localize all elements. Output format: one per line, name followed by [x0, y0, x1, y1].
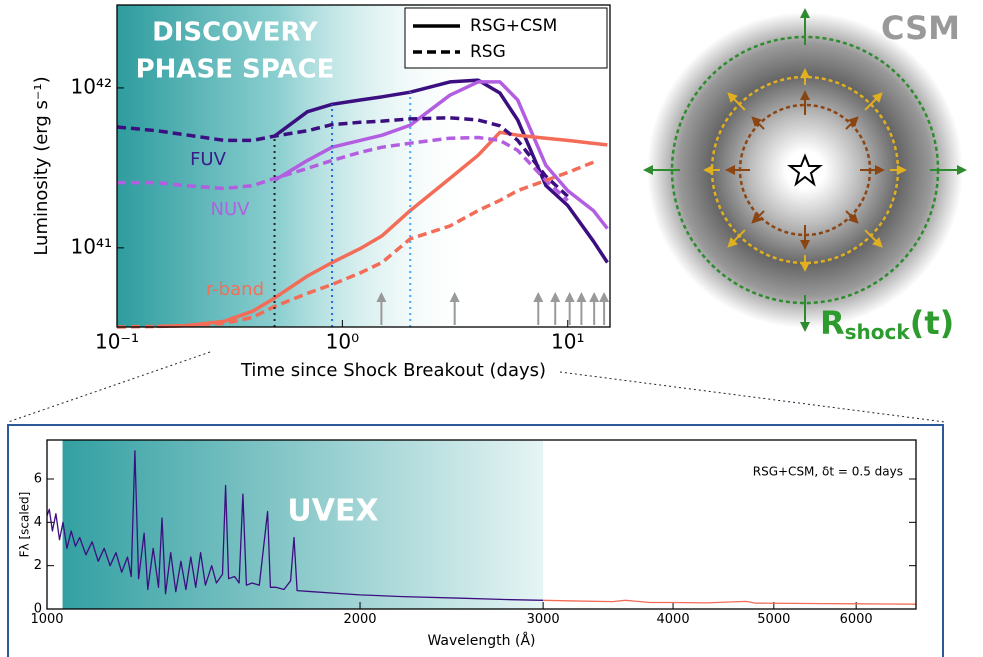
y-axis-label: Luminosity (erg s⁻¹) — [31, 76, 52, 255]
expansion-arrow — [751, 116, 765, 130]
series-line — [116, 160, 595, 329]
expansion-arrow — [727, 229, 746, 248]
x-tick-label: 1000 — [30, 612, 63, 627]
x-tick-label: 4000 — [657, 612, 690, 627]
y-tick-label: 2 — [34, 558, 42, 573]
x-tick-label: 6000 — [840, 612, 873, 627]
star — [787, 153, 823, 187]
series-line — [117, 135, 569, 202]
x-tick-label: 2000 — [343, 612, 376, 627]
band-label: NUV — [211, 199, 251, 220]
y-tick-label: 4 — [34, 515, 42, 530]
expansion-arrow — [864, 92, 883, 111]
spectrum-annotation: RSG+CSM, δt = 0.5 days — [753, 465, 903, 479]
expansion-arrow — [751, 210, 765, 224]
y-axis-label: Fλ [scaled] — [18, 492, 32, 558]
inset-frame — [7, 424, 944, 657]
y-tick-label: 6 — [34, 472, 42, 487]
y-tick-label: 0 — [34, 602, 42, 617]
band-label: FUV — [190, 149, 227, 170]
band-label: r-band — [206, 279, 264, 300]
x-axis-label: Wavelength (Å) — [427, 632, 535, 649]
y-tick-label: 10⁴¹ — [71, 234, 112, 258]
r-tail: (t) — [910, 304, 955, 342]
series-line — [543, 599, 917, 605]
legend-label: RSG — [470, 42, 506, 62]
region-label: UVEX — [287, 494, 378, 529]
uvex-region — [62, 440, 544, 609]
phase-space-label: DISCOVERY — [152, 18, 319, 48]
csm-label: CSM — [881, 9, 960, 47]
r: R — [820, 304, 845, 342]
legend-box — [404, 7, 608, 69]
expansion-arrow — [845, 210, 859, 224]
zoom-line — [7, 351, 211, 423]
y-tick-label: 10⁴² — [71, 74, 112, 98]
series-line — [273, 80, 609, 230]
shock-radius-label: Rshock(t) — [820, 304, 954, 344]
x-tick-label: 5000 — [757, 612, 790, 627]
plot-frame — [46, 439, 917, 610]
zoom-line — [559, 371, 946, 423]
plot-frame — [116, 4, 611, 328]
x-tick-label: 10⁰ — [326, 330, 359, 354]
legend-label: RSG+CSM — [470, 16, 557, 36]
series-line — [46, 450, 544, 601]
x-axis-label: Time since Shock Breakout (days) — [240, 360, 546, 381]
r-sub: shock — [845, 320, 911, 344]
expansion-arrow — [845, 116, 859, 130]
x-tick-label: 10¹ — [551, 330, 584, 354]
expansion-arrow — [864, 229, 883, 248]
x-tick-label: 10⁻¹ — [95, 330, 139, 354]
series-line — [273, 78, 609, 264]
x-tick-label: 3000 — [527, 612, 560, 627]
expansion-arrow — [727, 92, 746, 111]
series-line — [116, 116, 569, 198]
csm-diagram: CSM Rshock(t) — [643, 8, 967, 344]
phase-space-label: PHASE SPACE — [136, 55, 335, 85]
series-line — [156, 130, 608, 329]
